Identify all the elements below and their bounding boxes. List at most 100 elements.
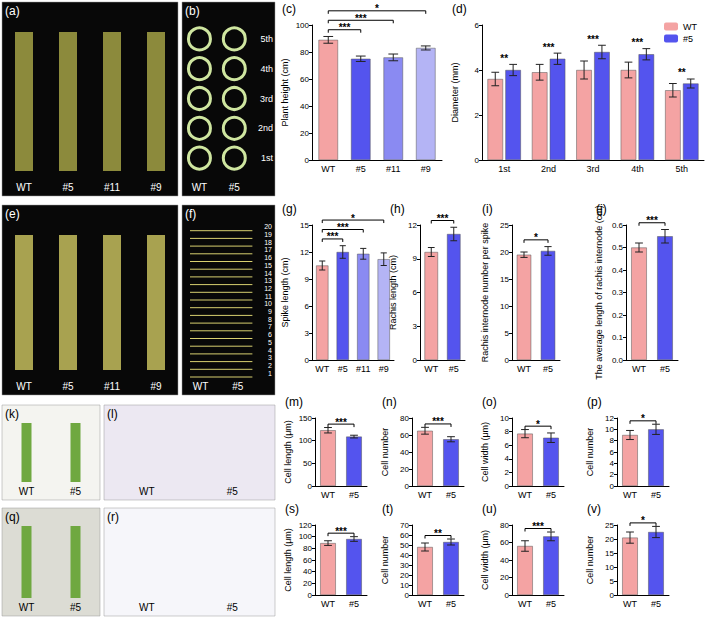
svg-text:6: 6	[610, 448, 615, 457]
svg-text:(o): (o)	[482, 395, 497, 409]
svg-text:0: 0	[405, 482, 410, 491]
svg-text:0: 0	[610, 482, 615, 491]
svg-text:6: 6	[505, 441, 510, 450]
svg-text:1st: 1st	[261, 153, 274, 163]
svg-text:(a): (a)	[5, 4, 20, 18]
svg-text:WT: WT	[518, 490, 532, 500]
svg-text:80: 80	[300, 48, 309, 57]
svg-text:#5: #5	[683, 34, 693, 44]
svg-text:5: 5	[610, 577, 615, 586]
svg-text:*: *	[641, 515, 645, 526]
svg-text:#11: #11	[104, 182, 120, 193]
svg-text:Spike length (cm): Spike length (cm)	[280, 257, 290, 327]
svg-text:0: 0	[505, 482, 510, 491]
svg-text:WT: WT	[623, 490, 637, 500]
svg-text:4: 4	[505, 454, 510, 463]
svg-text:80: 80	[500, 521, 509, 530]
svg-text:2: 2	[505, 468, 510, 477]
svg-text:0: 0	[305, 356, 310, 365]
svg-text:40: 40	[400, 551, 409, 560]
svg-text:0: 0	[305, 156, 310, 165]
svg-text:20: 20	[400, 465, 409, 474]
svg-text:#5: #5	[356, 164, 366, 174]
svg-text:WT: WT	[518, 599, 532, 609]
svg-text:Cell number: Cell number	[380, 536, 390, 585]
svg-text:15: 15	[500, 275, 509, 284]
svg-text:(p): (p)	[587, 395, 602, 409]
svg-text:Cell number: Cell number	[585, 428, 595, 477]
svg-text:#5: #5	[70, 486, 82, 497]
svg-text:#9: #9	[150, 381, 162, 392]
svg-text:0: 0	[308, 482, 313, 491]
svg-text:**: **	[678, 67, 686, 78]
svg-text:4: 4	[268, 347, 272, 354]
svg-text:20: 20	[605, 535, 614, 544]
svg-text:WT: WT	[683, 22, 697, 32]
svg-text:4th: 4th	[631, 164, 644, 174]
svg-text:#5: #5	[227, 602, 239, 613]
svg-text:(v): (v)	[587, 502, 601, 516]
svg-text:40: 40	[303, 567, 312, 576]
svg-text:50: 50	[400, 541, 409, 550]
svg-text:60: 60	[500, 538, 509, 547]
svg-text:5: 5	[505, 329, 510, 338]
svg-text:#5: #5	[229, 182, 241, 193]
svg-text:15: 15	[605, 549, 614, 558]
svg-text:5: 5	[268, 339, 272, 346]
svg-text:3: 3	[305, 329, 310, 338]
svg-text:Cell number: Cell number	[380, 428, 390, 477]
svg-text:WT: WT	[418, 490, 432, 500]
svg-text:WT: WT	[192, 182, 208, 193]
svg-text:0.5: 0.5	[612, 243, 624, 252]
svg-text:**: **	[500, 53, 508, 64]
svg-text:***: ***	[335, 526, 347, 537]
svg-text:#5: #5	[660, 364, 670, 374]
svg-text:Diameter (mm): Diameter (mm)	[450, 62, 460, 122]
svg-text:4: 4	[475, 66, 480, 75]
svg-text:#5: #5	[446, 599, 456, 609]
svg-text:11: 11	[265, 293, 272, 300]
svg-text:3: 3	[413, 322, 418, 331]
svg-text:(k): (k)	[5, 407, 19, 421]
svg-text:8: 8	[505, 427, 510, 436]
svg-text:0.4: 0.4	[612, 266, 624, 275]
svg-text:***: ***	[337, 222, 349, 233]
svg-text:WT: WT	[632, 364, 646, 374]
svg-text:(r): (r)	[107, 510, 119, 524]
svg-text:0: 0	[308, 591, 313, 600]
svg-text:***: ***	[339, 22, 351, 33]
svg-text:***: ***	[532, 521, 544, 532]
svg-text:2: 2	[610, 470, 615, 479]
svg-text:WT: WT	[139, 602, 155, 613]
svg-text:#9: #9	[150, 182, 162, 193]
svg-text:10: 10	[400, 581, 409, 590]
svg-text:#5: #5	[546, 490, 556, 500]
svg-text:0.6: 0.6	[612, 221, 624, 230]
svg-text:#5: #5	[349, 490, 359, 500]
svg-text:WT: WT	[321, 599, 335, 609]
svg-text:6: 6	[475, 21, 480, 30]
svg-text:#5: #5	[651, 599, 661, 609]
svg-text:WT: WT	[424, 364, 438, 374]
svg-text:*: *	[534, 232, 538, 243]
svg-text:WT: WT	[321, 490, 335, 500]
svg-text:25: 25	[500, 221, 509, 230]
svg-text:14: 14	[264, 270, 272, 277]
svg-text:WT: WT	[16, 182, 32, 193]
svg-text:The average length of rachis i: The average length of rachis internode (…	[594, 205, 604, 380]
svg-text:***: ***	[327, 231, 339, 242]
svg-text:*: *	[375, 3, 379, 14]
svg-text:***: ***	[335, 417, 347, 428]
svg-text:WT: WT	[193, 381, 209, 392]
svg-text:2nd: 2nd	[541, 164, 556, 174]
svg-text:50: 50	[303, 459, 312, 468]
svg-text:9: 9	[413, 254, 418, 263]
svg-text:100: 100	[299, 532, 313, 541]
svg-text:20: 20	[400, 571, 409, 580]
svg-text:***: ***	[355, 13, 367, 24]
svg-text:***: ***	[587, 34, 599, 45]
svg-text:60: 60	[400, 531, 409, 540]
svg-text:60: 60	[303, 556, 312, 565]
svg-text:#5: #5	[546, 599, 556, 609]
svg-text:#5: #5	[543, 364, 553, 374]
